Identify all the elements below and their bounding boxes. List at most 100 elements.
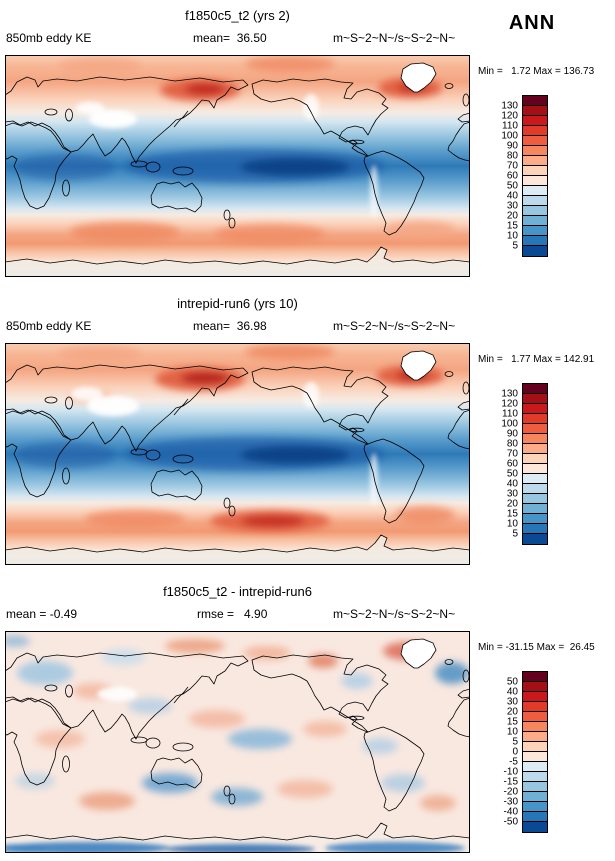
panel-2-minmax: Min = 1.77 Max = 142.91 — [478, 354, 595, 365]
colorbar-cell — [523, 384, 547, 394]
colorbar-tick-label: 10 — [506, 518, 518, 530]
colorbar-cells — [522, 95, 548, 257]
colorbar-cell — [523, 712, 547, 722]
panel-3-colorbar: 50 40 30 20 15 10 5 0 -5 -10 -15 -20 -30 -40 -50 — [504, 671, 548, 833]
panel-2-colorbar: 130 120 110 100 90 80 70 60 50 40 30 20 15 10 5 — [501, 383, 548, 545]
colorbar-tick-label: 20 — [506, 706, 518, 718]
colorbar-tick-label: 100 — [501, 418, 518, 430]
map-case1 — [5, 55, 470, 277]
colorbar-cell — [523, 196, 547, 206]
colorbar-cells — [522, 671, 548, 833]
colorbar-tick-label: 30 — [506, 200, 518, 212]
colorbar-cell — [523, 762, 547, 772]
panel-1-title: f1850c5_t2 (yrs 2) — [185, 8, 290, 23]
colorbar-cells — [522, 383, 548, 545]
colorbar-tick-label: 100 — [501, 130, 518, 142]
colorbar-tick-label: 40 — [506, 686, 518, 698]
panel-3-units-label: m~S~2~N~/s~S~2~N~ — [333, 607, 456, 621]
colorbar-cell — [523, 156, 547, 166]
panel-1-mean-label: mean= 36.50 — [193, 31, 267, 45]
colorbar-cell — [523, 782, 547, 792]
map-case2 — [5, 343, 470, 565]
panel-2-units-label: m~S~2~N~/s~S~2~N~ — [333, 319, 456, 333]
colorbar-tick-label: 15 — [506, 220, 518, 232]
colorbar-tick-label: 110 — [502, 120, 518, 132]
colorbar-cell — [523, 166, 547, 176]
colorbar-tick-label: -15 — [503, 776, 518, 788]
colorbar-cell — [523, 116, 547, 126]
colorbar-cell — [523, 822, 547, 832]
colorbar-cell — [523, 96, 547, 106]
colorbar-cell — [523, 394, 547, 404]
colorbar-tick-label: 30 — [506, 696, 518, 708]
colorbar-cell — [523, 524, 547, 534]
colorbar-tick-label: 90 — [506, 428, 518, 440]
colorbar-cell — [523, 136, 547, 146]
colorbar-tick-label: 110 — [502, 408, 518, 420]
colorbar-tick-label: 60 — [506, 170, 518, 182]
colorbar-tick-label: 5 — [512, 240, 518, 252]
panel-2-mean-label: mean= 36.98 — [193, 319, 267, 333]
panel-3-minmax: Min = -31.15 Max = 26.45 — [478, 642, 595, 653]
panel-3-title: f1850c5_t2 - intrepid-run6 — [163, 584, 312, 599]
colorbar-tick-label: -50 — [503, 816, 518, 828]
colorbar-tick-label: -5 — [509, 756, 518, 768]
colorbar-cell — [523, 752, 547, 762]
colorbar-tick-label: -30 — [503, 796, 518, 808]
colorbar-tick-label: 130 — [501, 388, 518, 400]
colorbar-cell — [523, 444, 547, 454]
colorbar-tick-label: -40 — [503, 806, 518, 818]
map-difference — [5, 631, 470, 853]
colorbar-tick-label: 120 — [501, 398, 518, 410]
colorbar-cell — [523, 672, 547, 682]
colorbar-cell — [523, 474, 547, 484]
colorbar-tick-label: 15 — [506, 508, 518, 520]
colorbar-tick-label: 90 — [506, 140, 518, 152]
colorbar-cell — [523, 514, 547, 524]
colorbar-cell — [523, 484, 547, 494]
colorbar-cell — [523, 226, 547, 236]
colorbar-tick-label: 0 — [512, 746, 518, 758]
colorbar-tick-label: 60 — [506, 458, 518, 470]
panel-3-mean-label: mean = -0.49 — [6, 607, 78, 621]
colorbar-cell — [523, 146, 547, 156]
colorbar-tick-label: 50 — [506, 180, 518, 192]
panel-1-variable-label: 850mb eddy KE — [6, 31, 92, 45]
panel-2-variable-label: 850mb eddy KE — [6, 319, 92, 333]
colorbar-cell — [523, 106, 547, 116]
colorbar-tick-label: 40 — [506, 478, 518, 490]
colorbar-cell — [523, 722, 547, 732]
colorbar-tick-label: 70 — [506, 160, 518, 172]
colorbar-tick-label: 80 — [506, 438, 518, 450]
colorbar-cell — [523, 772, 547, 782]
colorbar-tick-label: 15 — [506, 716, 518, 728]
colorbar-tick-label: 20 — [506, 498, 518, 510]
colorbar-cell — [523, 246, 547, 256]
colorbar-cell — [523, 812, 547, 822]
colorbar-tick-label: 130 — [501, 100, 518, 112]
colorbar-cell — [523, 454, 547, 464]
colorbar-tick-label: 80 — [506, 150, 518, 162]
panel-1-colorbar: 130 120 110 100 90 80 70 60 50 40 30 20 15 10 5 — [501, 95, 548, 257]
colorbar-cell — [523, 534, 547, 544]
colorbar-cell — [523, 792, 547, 802]
colorbar-tick-label: 70 — [506, 448, 518, 460]
colorbar-cell — [523, 692, 547, 702]
colorbar-cell — [523, 732, 547, 742]
panel-3-rmse-label: rmse = 4.90 — [197, 607, 268, 621]
panel-2-title: intrepid-run6 (yrs 10) — [177, 296, 298, 311]
colorbar-cell — [523, 186, 547, 196]
colorbar-cell — [523, 216, 547, 226]
colorbar-tick-label: 5 — [512, 528, 518, 540]
colorbar-tick-label: 20 — [506, 210, 518, 222]
colorbar-cell — [523, 682, 547, 692]
colorbar-tick-label: 40 — [506, 190, 518, 202]
colorbar-cell — [523, 414, 547, 424]
panel-1-units-label: m~S~2~N~/s~S~2~N~ — [333, 31, 456, 45]
colorbar-cell — [523, 702, 547, 712]
colorbar-cell — [523, 126, 547, 136]
colorbar-cell — [523, 236, 547, 246]
colorbar-cell — [523, 176, 547, 186]
colorbar-tick-label: 5 — [512, 736, 518, 748]
